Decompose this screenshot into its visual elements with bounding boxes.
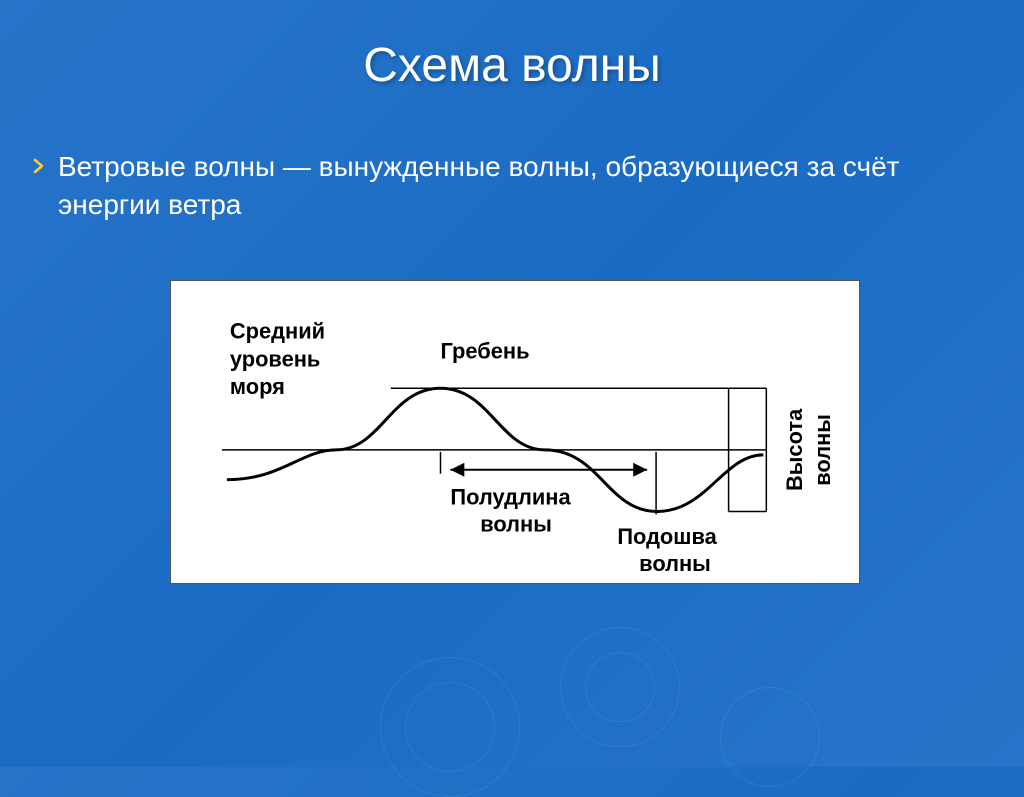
wave-diagram: Средний уровень моря Гребень Полудлина в… bbox=[170, 280, 860, 584]
label-mean-l1: Средний bbox=[230, 319, 325, 344]
slide-title: Схема волны bbox=[0, 38, 1024, 93]
label-mean-l3: моря bbox=[230, 374, 285, 399]
label-height-l1: Высота bbox=[782, 408, 807, 491]
bullet-item: Ветровые волны — вынужденные волны, обра… bbox=[32, 148, 974, 224]
label-halflength-l2: волны bbox=[480, 511, 552, 536]
arrow-right-icon bbox=[633, 463, 647, 477]
label-mean-l2: уровень bbox=[230, 346, 320, 371]
arrow-left-icon bbox=[450, 463, 464, 477]
label-height-l2: волны bbox=[810, 414, 835, 486]
bullet-text: Ветровые волны — вынужденные волны, обра… bbox=[58, 148, 974, 224]
label-trough-l1: Подошва bbox=[617, 524, 717, 549]
chevron-right-icon bbox=[32, 158, 48, 174]
wave-diagram-svg: Средний уровень моря Гребень Полудлина в… bbox=[171, 281, 859, 583]
bullet-list: Ветровые волны — вынужденные волны, обра… bbox=[32, 148, 974, 224]
label-crest: Гребень bbox=[440, 338, 529, 363]
label-trough-l2: волны bbox=[639, 551, 711, 576]
label-halflength-l1: Полудлина bbox=[450, 485, 571, 510]
